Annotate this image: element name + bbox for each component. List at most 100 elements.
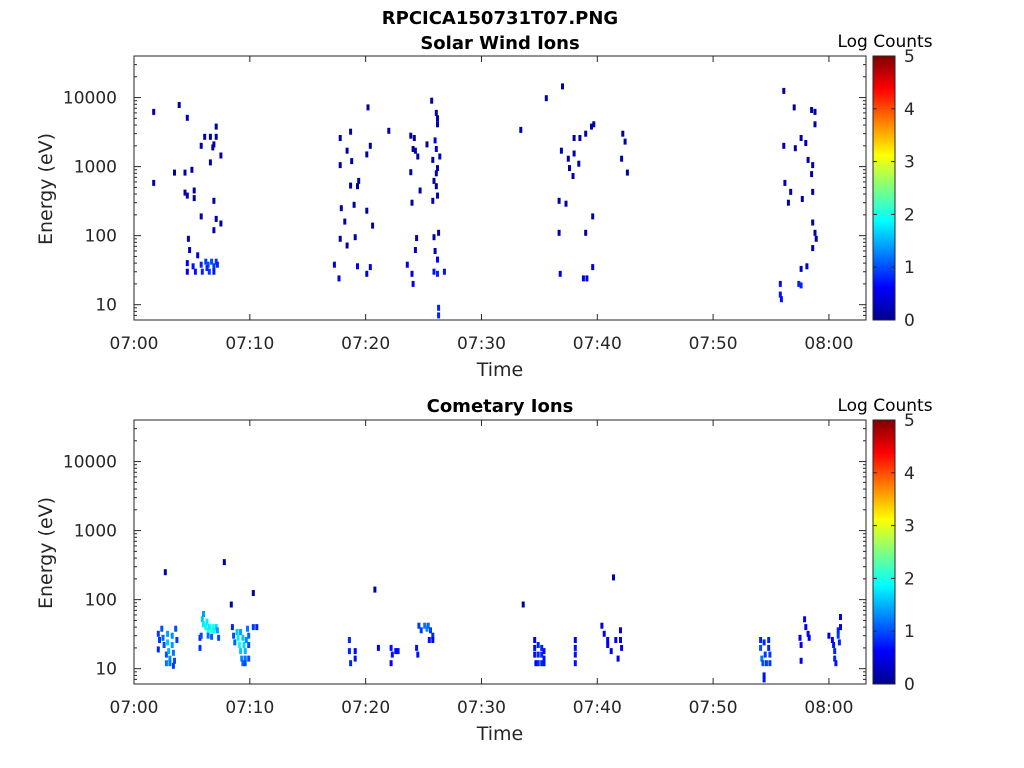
axes-frame (133, 419, 867, 685)
data-cell (559, 147, 563, 154)
figure-title: RPCICA150731T07.PNG (382, 8, 618, 29)
data-cell (810, 107, 814, 113)
data-cell (606, 642, 610, 648)
data-cell (427, 637, 431, 643)
data-cell (536, 642, 540, 648)
data-cell (183, 169, 187, 176)
data-cell (542, 648, 546, 655)
data-cell (436, 115, 439, 122)
data-cell (573, 660, 577, 667)
x-tick-label: 07:30 (457, 334, 506, 354)
data-cell (208, 159, 212, 166)
data-cell (437, 304, 441, 311)
data-cell (356, 263, 359, 270)
data-cell (246, 625, 249, 632)
data-cell (764, 660, 768, 667)
data-cell (210, 627, 214, 634)
data-cell (347, 648, 351, 655)
data-cell (600, 622, 604, 629)
data-cell (349, 128, 353, 135)
colorbar-gradient (873, 420, 895, 684)
colorbar-tick-label: 3 (904, 517, 915, 537)
y-tick-label: 10000 (63, 89, 117, 109)
data-cell (805, 263, 809, 270)
data-cell (212, 627, 216, 634)
data-cell (166, 630, 170, 637)
data-cell (761, 660, 765, 667)
data-cell (350, 158, 354, 165)
data-cell (237, 642, 241, 648)
data-cell (156, 646, 160, 653)
data-cell (839, 614, 842, 620)
data-cell (432, 177, 436, 184)
y-tick-label: 10000 (63, 453, 117, 473)
data-cell (804, 140, 808, 146)
data-cell (581, 275, 585, 282)
data-cell (239, 629, 243, 635)
data-cell (235, 629, 239, 635)
data-cell (609, 648, 613, 655)
data-cell (396, 648, 400, 655)
x-tick-label: 07:50 (689, 334, 738, 354)
data-cell (394, 648, 398, 655)
data-cell (804, 624, 808, 631)
data-cell (760, 655, 764, 662)
data-cell (152, 108, 156, 115)
data-cell (621, 130, 625, 137)
data-cell (557, 229, 561, 236)
data-cell (353, 655, 357, 662)
data-cell (349, 660, 353, 667)
y-axis-label: Energy (eV) (35, 133, 57, 245)
data-cell (762, 639, 766, 646)
plot-area: 07:00 07:10 07:20 07:30 07:40 07:50 08:0010100… (63, 47, 915, 354)
data-cell (215, 261, 219, 268)
data-cell (759, 637, 763, 643)
data-cell (442, 268, 446, 275)
data-cell (345, 242, 349, 249)
data-cell (389, 660, 393, 667)
data-cell (192, 187, 196, 194)
data-cell (591, 213, 595, 220)
data-cell (564, 200, 568, 207)
data-cell (411, 146, 415, 152)
data-cell (800, 196, 804, 202)
data-cell (620, 155, 624, 162)
data-cell (188, 247, 192, 253)
x-tick-label: 07:10 (225, 698, 274, 718)
data-cell (413, 247, 417, 253)
data-cell (832, 642, 836, 648)
data-cell (799, 642, 803, 648)
data-cell (778, 291, 782, 298)
data-cell (434, 183, 438, 190)
data-cell (241, 660, 245, 667)
y-tick-label: 100 (85, 227, 117, 247)
data-cell (768, 660, 772, 667)
data-cell (185, 260, 189, 267)
data-cell (357, 177, 361, 184)
data-cell (768, 651, 772, 658)
data-cell (813, 108, 817, 115)
data-cell (171, 662, 175, 669)
data-cell (202, 621, 205, 628)
data-cell (433, 137, 437, 144)
data-cell (199, 261, 203, 268)
data-cell (438, 153, 442, 160)
colorbar-tick-label: 1 (904, 258, 915, 278)
data-cell (813, 229, 817, 236)
data-cell (168, 660, 172, 667)
data-cell (219, 220, 223, 227)
data-cell (536, 651, 540, 658)
data-cell (533, 637, 537, 643)
data-cell (175, 637, 179, 643)
data-cell (834, 660, 838, 667)
data-cell (161, 634, 165, 641)
data-cell (212, 268, 216, 275)
data-cell (247, 655, 251, 662)
data-cell (786, 199, 790, 206)
data-cell (163, 569, 167, 576)
data-cell (591, 264, 595, 271)
data-cell (167, 648, 171, 655)
data-cell (417, 622, 421, 629)
data-cell (616, 655, 620, 662)
data-cell (241, 634, 245, 641)
